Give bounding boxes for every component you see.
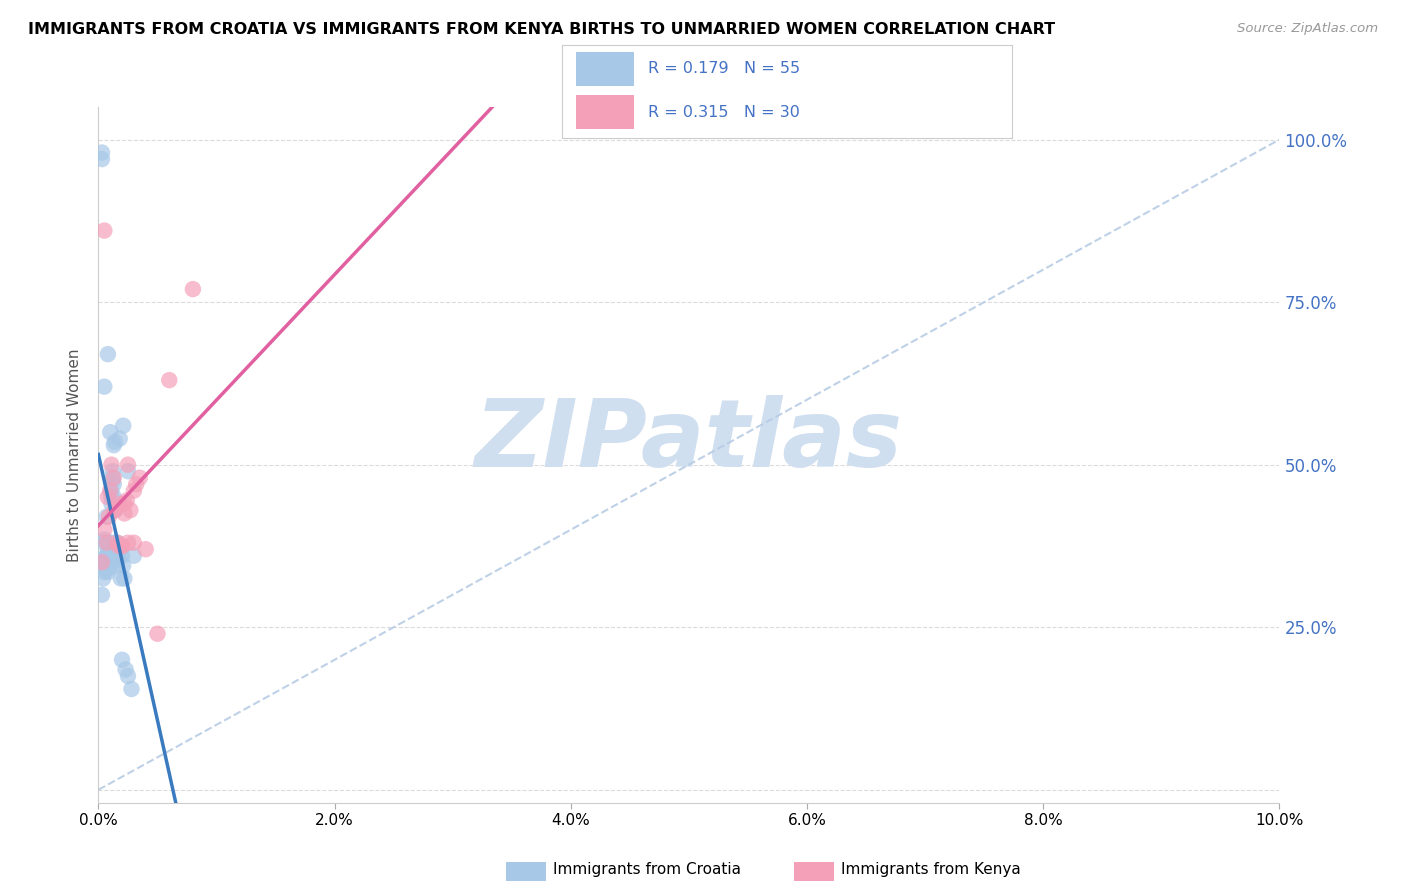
Point [91, 152, 114, 166]
Point [112, 507, 135, 521]
Point [108, 432, 131, 446]
Point [100, 458, 122, 472]
Point [98, 483, 121, 498]
Point [103, 490, 125, 504]
Point [107, 539, 129, 553]
FancyBboxPatch shape [576, 52, 634, 86]
Point [120, 503, 142, 517]
Point [122, 483, 145, 498]
Point [93, 533, 115, 547]
Point [117, 535, 139, 549]
Point [91, 552, 114, 566]
Point [100, 490, 122, 504]
Point [111, 653, 134, 667]
Point [115, 493, 138, 508]
Point [94, 562, 117, 576]
Point [91, 572, 114, 586]
Point [98, 562, 121, 576]
Point [105, 549, 128, 563]
Point [146, 626, 169, 640]
Text: R = 0.315   N = 30: R = 0.315 N = 30 [648, 105, 800, 120]
Point [104, 434, 127, 449]
Point [103, 471, 125, 485]
Point [98, 535, 121, 549]
Point [108, 542, 131, 557]
Point [114, 663, 136, 677]
Point [97, 490, 120, 504]
Point [91, 588, 114, 602]
Point [101, 471, 124, 485]
Text: Source: ZipAtlas.com: Source: ZipAtlas.com [1237, 22, 1378, 36]
Point [122, 535, 145, 549]
Point [104, 535, 127, 549]
Point [122, 549, 145, 563]
Point [105, 558, 128, 573]
Text: Immigrants from Croatia: Immigrants from Croatia [553, 863, 741, 877]
Point [111, 539, 134, 553]
Point [157, 373, 180, 387]
Point [94, 555, 117, 569]
Point [181, 282, 204, 296]
Point [96, 509, 118, 524]
Point [105, 552, 128, 566]
Point [101, 474, 124, 488]
Point [91, 535, 114, 549]
Point [110, 572, 132, 586]
Point [91, 145, 114, 160]
Point [104, 503, 127, 517]
Point [93, 224, 115, 238]
Point [96, 535, 118, 549]
Point [100, 483, 122, 498]
Point [96, 535, 118, 549]
Point [93, 523, 115, 537]
Point [135, 542, 157, 557]
FancyBboxPatch shape [576, 95, 634, 129]
Point [105, 535, 128, 549]
Point [112, 418, 135, 433]
Point [98, 539, 121, 553]
Point [107, 552, 129, 566]
Text: Immigrants from Kenya: Immigrants from Kenya [841, 863, 1021, 877]
Text: ZIPatlas: ZIPatlas [475, 395, 903, 487]
Point [98, 555, 121, 569]
Point [98, 425, 121, 439]
Point [104, 503, 127, 517]
Point [121, 681, 143, 696]
Point [112, 572, 135, 586]
Point [111, 549, 134, 563]
Point [100, 497, 122, 511]
Point [98, 545, 121, 559]
Point [101, 464, 124, 478]
Point [112, 558, 135, 573]
Y-axis label: Births to Unmarried Women: Births to Unmarried Women [67, 348, 83, 562]
Point [91, 555, 114, 569]
Point [93, 565, 115, 579]
Point [96, 549, 118, 563]
Point [98, 549, 121, 563]
Text: R = 0.179   N = 55: R = 0.179 N = 55 [648, 62, 800, 77]
Point [128, 471, 150, 485]
Point [98, 542, 121, 557]
Point [111, 539, 134, 553]
Point [98, 509, 121, 524]
Point [105, 500, 128, 514]
Point [103, 477, 125, 491]
Point [97, 545, 120, 559]
Point [112, 497, 135, 511]
Point [108, 497, 131, 511]
Point [97, 347, 120, 361]
Point [117, 464, 139, 478]
Point [105, 535, 128, 549]
Point [93, 379, 115, 393]
Point [103, 438, 125, 452]
Point [125, 477, 148, 491]
Text: IMMIGRANTS FROM CROATIA VS IMMIGRANTS FROM KENYA BIRTHS TO UNMARRIED WOMEN CORRE: IMMIGRANTS FROM CROATIA VS IMMIGRANTS FR… [28, 22, 1056, 37]
Point [117, 669, 139, 683]
Point [97, 565, 120, 579]
Point [117, 458, 139, 472]
